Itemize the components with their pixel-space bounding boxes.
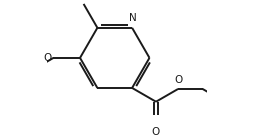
Text: O: O — [175, 75, 183, 85]
Text: N: N — [129, 13, 136, 23]
Text: O: O — [44, 53, 52, 63]
Text: O: O — [152, 127, 160, 137]
